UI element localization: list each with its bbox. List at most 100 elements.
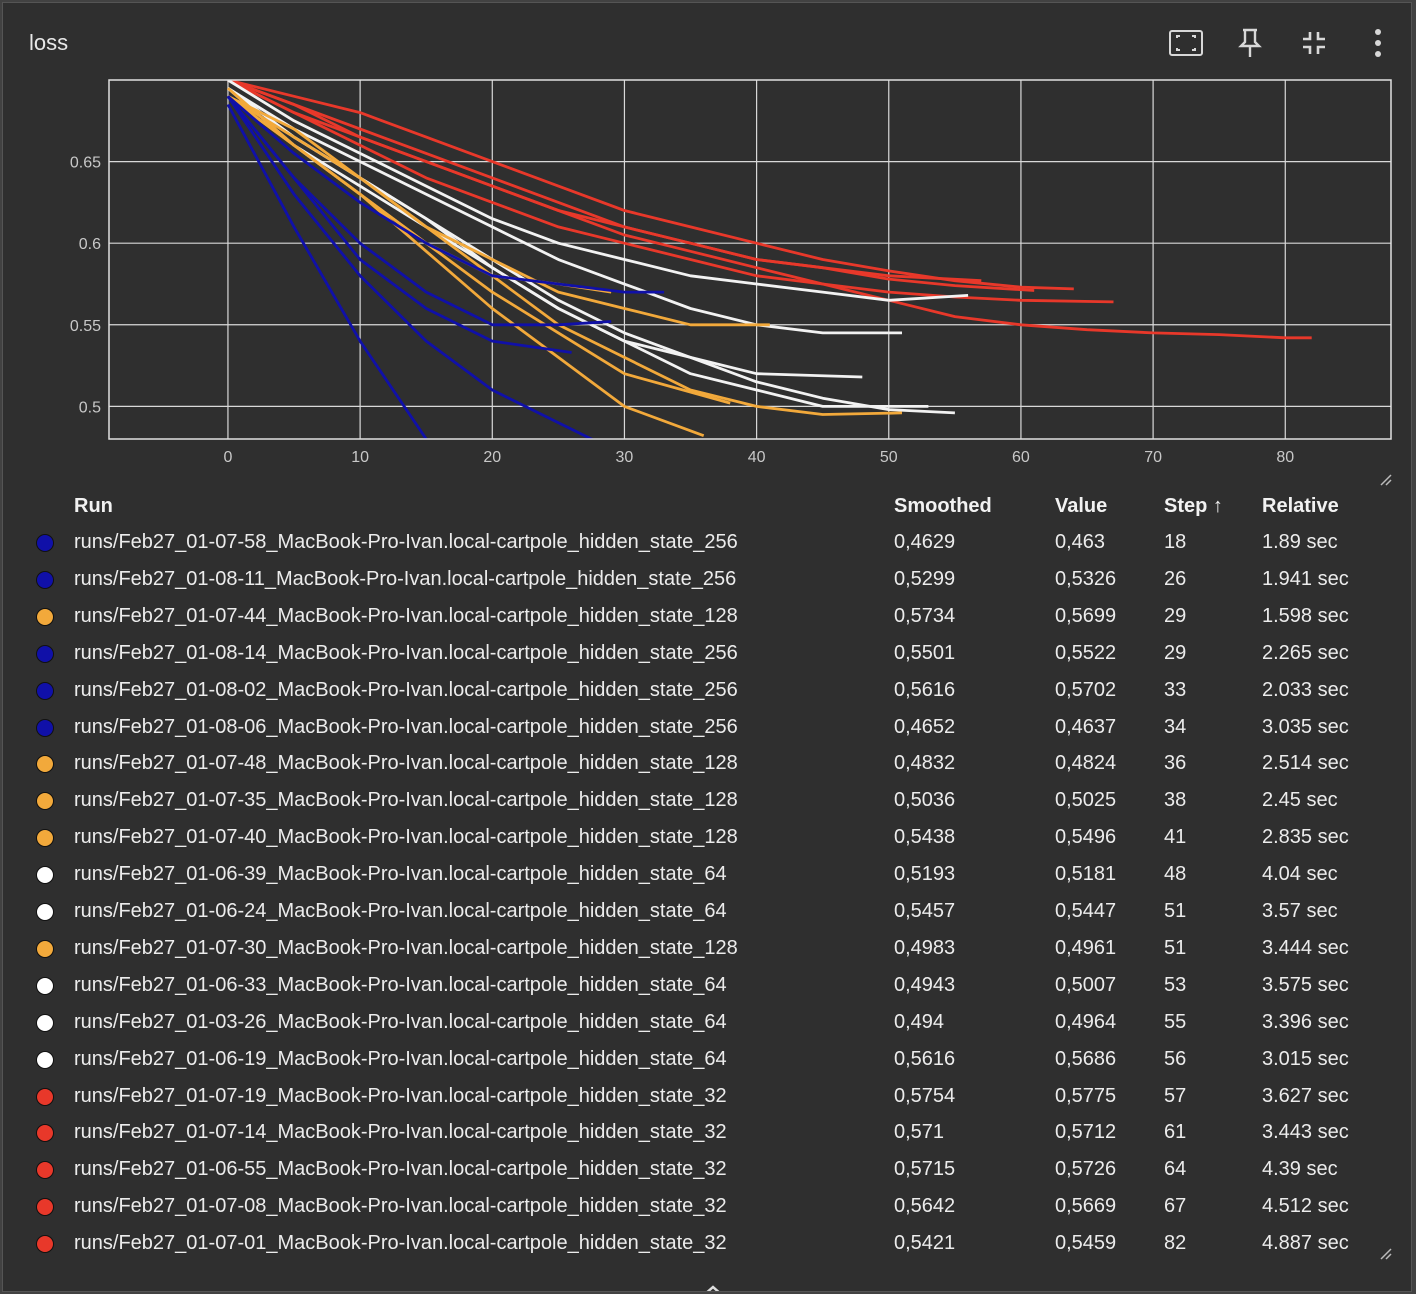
header-step[interactable]: Step ↑	[1164, 495, 1223, 517]
run-color-swatch[interactable]	[36, 939, 54, 958]
cell-step: 53	[1164, 973, 1187, 996]
run-color-swatch[interactable]	[36, 1124, 54, 1143]
series-line-white[interactable]	[227, 87, 863, 379]
cell-run: runs/Feb27_01-07-44_MacBook-Pro-Ivan.loc…	[74, 604, 738, 627]
series-line-red[interactable]	[227, 80, 1035, 292]
series-line-white[interactable]	[227, 87, 902, 335]
run-color-swatch[interactable]	[36, 755, 54, 774]
table-row[interactable]: runs/Feb27_01-07-35_MacBook-Pro-Ivan.loc…	[3, 783, 1403, 820]
cell-run: runs/Feb27_01-06-39_MacBook-Pro-Ivan.loc…	[74, 863, 727, 886]
run-color-swatch[interactable]	[36, 1198, 54, 1217]
cell-relative: 1.941 sec	[1262, 567, 1349, 590]
run-color-swatch[interactable]	[36, 1161, 54, 1180]
table-row[interactable]: runs/Feb27_01-07-48_MacBook-Pro-Ivan.loc…	[3, 746, 1403, 783]
table-row[interactable]: runs/Feb27_01-08-11_MacBook-Pro-Ivan.loc…	[3, 562, 1403, 599]
cell-run: runs/Feb27_01-07-08_MacBook-Pro-Ivan.loc…	[74, 1195, 727, 1218]
table-row[interactable]: runs/Feb27_01-06-33_MacBook-Pro-Ivan.loc…	[3, 968, 1403, 1005]
table-row[interactable]: runs/Feb27_01-07-14_MacBook-Pro-Ivan.loc…	[3, 1115, 1403, 1152]
series-line-blue[interactable]	[226, 95, 665, 294]
cell-smoothed: 0,5193	[894, 863, 956, 886]
run-color-swatch[interactable]	[36, 681, 54, 700]
y-tick-label: 0.6	[79, 236, 101, 253]
header-smoothed[interactable]: Smoothed	[894, 495, 992, 517]
run-color-swatch[interactable]	[36, 829, 54, 848]
run-color-swatch[interactable]	[36, 1087, 54, 1106]
cell-smoothed: 0,5457	[894, 900, 956, 922]
run-color-swatch[interactable]	[36, 607, 54, 626]
fit-domain-button[interactable]	[1166, 25, 1206, 61]
cell-relative: 4.887 sec	[1262, 1232, 1349, 1255]
x-tick-label: 60	[1012, 449, 1030, 466]
run-color-swatch[interactable]	[36, 534, 54, 552]
table-row[interactable]: runs/Feb27_01-06-39_MacBook-Pro-Ivan.loc…	[3, 857, 1403, 894]
cell-step: 41	[1164, 826, 1187, 849]
cell-run: runs/Feb27_01-07-01_MacBook-Pro-Ivan.loc…	[74, 1232, 727, 1255]
cell-value: 0,4961	[1055, 936, 1117, 959]
table-row[interactable]: runs/Feb27_01-08-14_MacBook-Pro-Ivan.loc…	[3, 636, 1403, 673]
run-color-swatch[interactable]	[36, 976, 54, 995]
table-row[interactable]: runs/Feb27_01-03-26_MacBook-Pro-Ivan.loc…	[3, 1005, 1403, 1042]
run-color-swatch[interactable]	[36, 1013, 54, 1032]
cell-smoothed: 0,4943	[894, 973, 956, 996]
cell-relative: 1.598 sec	[1262, 604, 1349, 627]
cell-run: runs/Feb27_01-07-14_MacBook-Pro-Ivan.loc…	[74, 1121, 727, 1144]
series-line-orange[interactable]	[227, 95, 731, 405]
run-color-swatch[interactable]	[36, 1050, 54, 1069]
collapse-button[interactable]	[1294, 25, 1334, 61]
table-row[interactable]: runs/Feb27_01-06-24_MacBook-Pro-Ivan.loc…	[3, 894, 1403, 931]
header-run[interactable]: Run	[74, 495, 113, 517]
cell-smoothed: 0,5734	[894, 604, 956, 627]
pin-button[interactable]	[1230, 25, 1270, 61]
table-row[interactable]: runs/Feb27_01-07-01_MacBook-Pro-Ivan.loc…	[3, 1226, 1403, 1263]
series-line-red[interactable]	[227, 80, 1312, 340]
table-row[interactable]: runs/Feb27_01-08-02_MacBook-Pro-Ivan.loc…	[3, 673, 1403, 710]
cell-step: 26	[1164, 567, 1187, 590]
series-line-blue[interactable]	[226, 103, 466, 467]
series-line-white[interactable]	[226, 87, 929, 408]
table-row[interactable]: runs/Feb27_01-07-58_MacBook-Pro-Ivan.loc…	[3, 525, 1403, 562]
loss-chart[interactable]: 0 10 20 30 40 50 60 70 80 0.5 0.55 0.6 0.65	[3, 3, 1412, 489]
table-row[interactable]: runs/Feb27_01-07-30_MacBook-Pro-Ivan.loc…	[3, 931, 1403, 968]
cell-run: runs/Feb27_01-03-26_MacBook-Pro-Ivan.loc…	[74, 1010, 727, 1033]
run-color-swatch[interactable]	[36, 792, 54, 811]
table-row[interactable]: runs/Feb27_01-06-19_MacBook-Pro-Ivan.loc…	[3, 1042, 1403, 1079]
cell-smoothed: 0,5036	[894, 789, 956, 812]
header-relative[interactable]: Relative	[1262, 495, 1339, 517]
series-line-blue[interactable]	[226, 95, 612, 327]
run-color-swatch[interactable]	[36, 1235, 54, 1254]
table-row[interactable]: runs/Feb27_01-07-40_MacBook-Pro-Ivan.loc…	[3, 820, 1403, 857]
header-value[interactable]: Value	[1055, 495, 1108, 517]
cell-step: 82	[1164, 1232, 1187, 1255]
cell-run: runs/Feb27_01-07-19_MacBook-Pro-Ivan.loc…	[74, 1084, 727, 1107]
table-row[interactable]: runs/Feb27_01-07-19_MacBook-Pro-Ivan.loc…	[3, 1079, 1403, 1116]
cell-smoothed: 0,4629	[894, 531, 956, 553]
run-color-swatch[interactable]	[36, 866, 54, 885]
chevron-up-icon[interactable]	[701, 1283, 725, 1292]
table-row[interactable]: runs/Feb27_01-08-06_MacBook-Pro-Ivan.loc…	[3, 710, 1403, 747]
x-tick-label: 10	[351, 449, 369, 466]
cell-relative: 3.015 sec	[1262, 1047, 1349, 1070]
table-row[interactable]: runs/Feb27_01-07-08_MacBook-Pro-Ivan.loc…	[3, 1189, 1403, 1226]
more-menu-button[interactable]	[1358, 25, 1398, 61]
table-resize-handle[interactable]	[1379, 1247, 1393, 1261]
cell-relative: 3.444 sec	[1262, 936, 1349, 959]
series-line-blue[interactable]	[226, 95, 677, 465]
cell-run: runs/Feb27_01-06-19_MacBook-Pro-Ivan.loc…	[74, 1047, 727, 1070]
cell-step: 48	[1164, 863, 1187, 886]
run-color-swatch[interactable]	[36, 644, 54, 663]
series-line-red[interactable]	[227, 80, 1074, 291]
fit-domain-icon	[1169, 30, 1203, 56]
run-color-swatch[interactable]	[36, 570, 54, 589]
chart-resize-handle[interactable]	[1379, 473, 1393, 487]
cell-step: 51	[1164, 900, 1187, 922]
series-line-white[interactable]	[227, 80, 969, 302]
cell-smoothed: 0,5616	[894, 1047, 956, 1070]
run-color-swatch[interactable]	[36, 903, 54, 921]
run-color-swatch[interactable]	[36, 718, 54, 737]
series-line-orange[interactable]	[227, 95, 770, 327]
table-row[interactable]: runs/Feb27_01-06-55_MacBook-Pro-Ivan.loc…	[3, 1152, 1403, 1189]
x-tick-label: 20	[483, 449, 501, 466]
table-row[interactable]: runs/Feb27_01-07-44_MacBook-Pro-Ivan.loc…	[3, 599, 1403, 636]
x-tick-label: 50	[880, 449, 898, 466]
